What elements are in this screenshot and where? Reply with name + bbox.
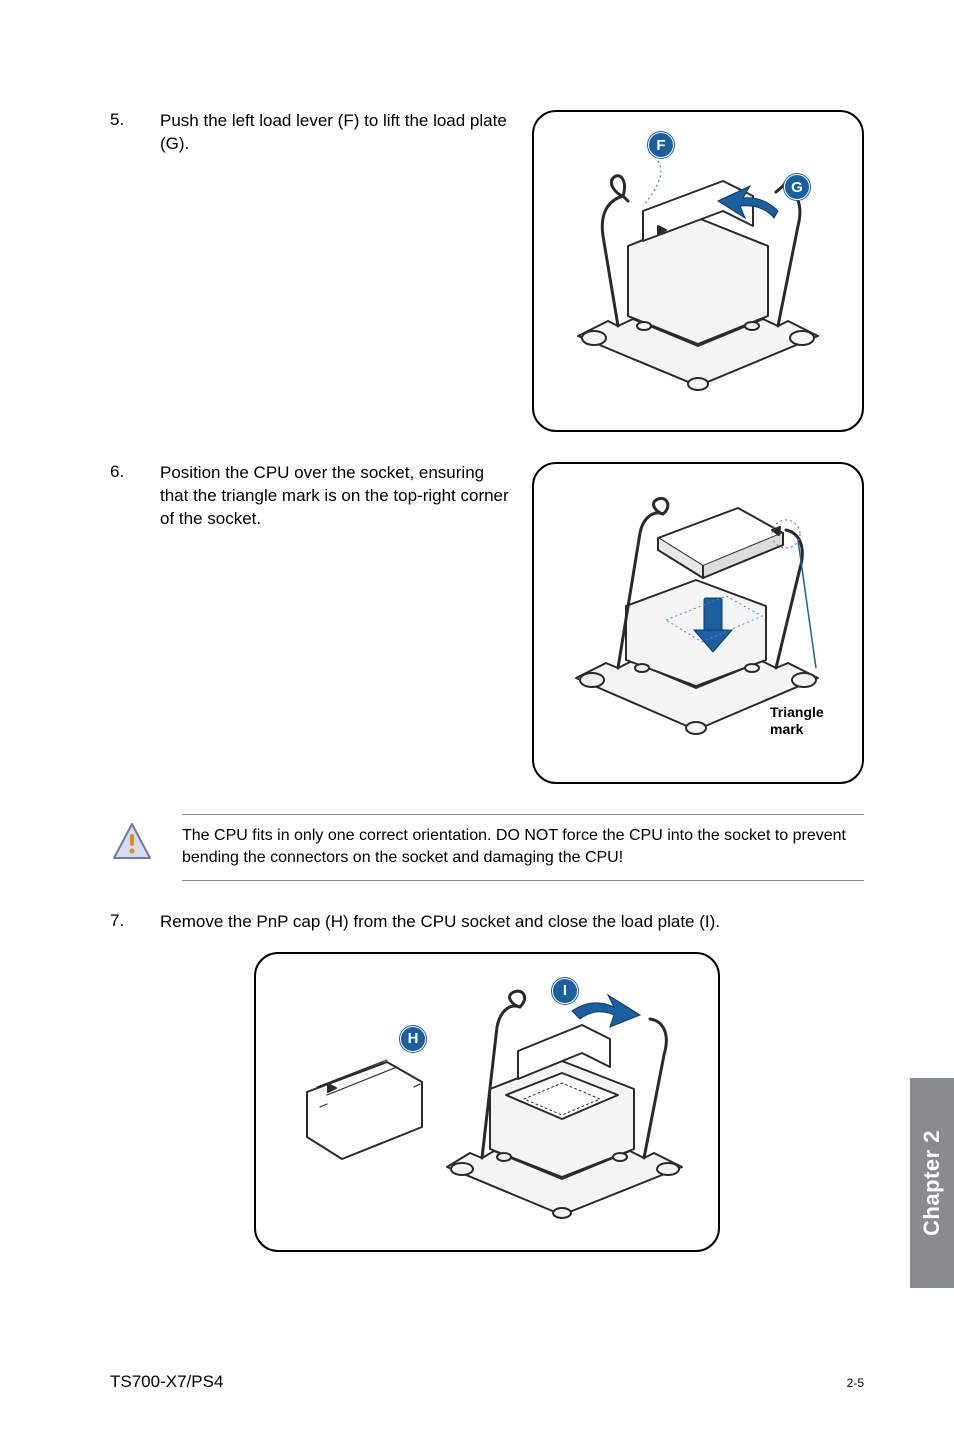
chapter-tab: Chapter 2 bbox=[910, 1078, 954, 1288]
step-6-number: 6. bbox=[110, 462, 160, 482]
triangle-mark-label: Triangle mark bbox=[770, 704, 840, 738]
callout-G-badge: G bbox=[784, 174, 810, 200]
caution-note: The CPU fits in only one correct orienta… bbox=[110, 814, 864, 881]
callout-F-badge: F bbox=[648, 132, 674, 158]
step-5-number: 5. bbox=[110, 110, 160, 130]
step-5: 5. Push the left load lever (F) to lift … bbox=[110, 110, 864, 432]
step-6-figure: Triangle mark bbox=[532, 462, 864, 784]
footer-page-number: 2-5 bbox=[847, 1376, 864, 1390]
step-5-text: Push the left load lever (F) to lift the… bbox=[160, 110, 532, 156]
socket-illustration-5 bbox=[548, 126, 848, 416]
page-footer: TS700-X7/PS4 2-5 bbox=[110, 1372, 864, 1392]
socket-illustration-7 bbox=[272, 967, 702, 1237]
step-7: 7. Remove the PnP cap (H) from the CPU s… bbox=[110, 911, 864, 1252]
caution-icon bbox=[110, 820, 154, 864]
step-5-figure: F G bbox=[532, 110, 864, 432]
step-7-number: 7. bbox=[110, 911, 160, 934]
step-7-text: Remove the PnP cap (H) from the CPU sock… bbox=[160, 911, 864, 934]
callout-I-badge: I bbox=[552, 978, 578, 1004]
callout-H-badge: H bbox=[400, 1026, 426, 1052]
step-6-text: Position the CPU over the socket, ensuri… bbox=[160, 462, 532, 531]
footer-model: TS700-X7/PS4 bbox=[110, 1372, 223, 1392]
step-6: 6. Position the CPU over the socket, ens… bbox=[110, 462, 864, 784]
caution-text: The CPU fits in only one correct orienta… bbox=[182, 814, 864, 881]
step-7-figure: H I bbox=[254, 952, 720, 1252]
